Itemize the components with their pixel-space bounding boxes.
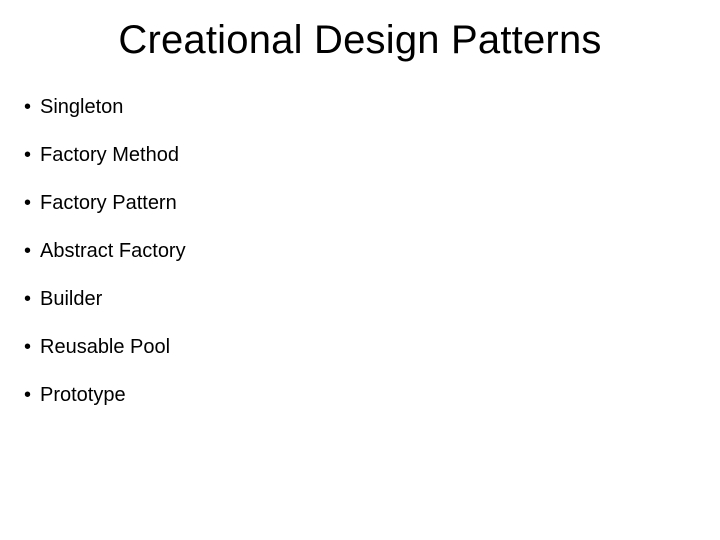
list-item: Abstract Factory bbox=[24, 239, 696, 263]
list-item: Factory Pattern bbox=[24, 191, 696, 215]
slide-title: Creational Design Patterns bbox=[64, 18, 656, 63]
bullet-list: Singleton Factory Method Factory Pattern… bbox=[24, 95, 696, 407]
list-item: Prototype bbox=[24, 383, 696, 407]
slide-container: Creational Design Patterns Singleton Fac… bbox=[0, 0, 720, 540]
list-item: Builder bbox=[24, 287, 696, 311]
list-item: Reusable Pool bbox=[24, 335, 696, 359]
list-item: Singleton bbox=[24, 95, 696, 119]
list-item: Factory Method bbox=[24, 143, 696, 167]
